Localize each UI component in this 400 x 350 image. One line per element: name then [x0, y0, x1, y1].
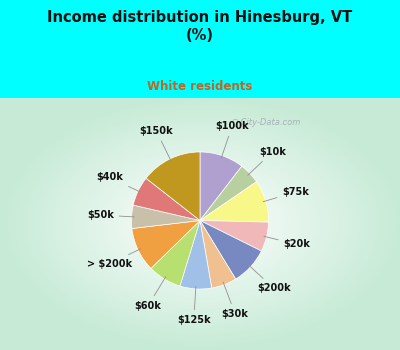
Text: $150k: $150k — [140, 126, 173, 161]
Wedge shape — [200, 182, 268, 222]
Text: Income distribution in Hinesburg, VT
(%): Income distribution in Hinesburg, VT (%) — [47, 10, 353, 43]
Text: $10k: $10k — [248, 147, 286, 175]
Wedge shape — [146, 152, 200, 220]
Wedge shape — [200, 166, 256, 220]
Wedge shape — [200, 220, 268, 251]
Text: ⓘ City-Data.com: ⓘ City-Data.com — [233, 118, 300, 127]
Text: $50k: $50k — [87, 210, 134, 220]
Text: $125k: $125k — [177, 286, 210, 325]
Text: $40k: $40k — [96, 173, 140, 192]
Text: $200k: $200k — [248, 265, 290, 293]
Wedge shape — [200, 220, 236, 288]
Text: $75k: $75k — [263, 187, 309, 202]
Text: $100k: $100k — [216, 121, 249, 158]
Text: $20k: $20k — [264, 236, 310, 250]
Wedge shape — [132, 220, 200, 268]
Text: > $200k: > $200k — [87, 249, 140, 268]
Text: $60k: $60k — [134, 277, 166, 311]
Wedge shape — [133, 178, 200, 220]
Wedge shape — [200, 220, 261, 279]
Text: $30k: $30k — [222, 282, 249, 319]
Wedge shape — [180, 220, 212, 289]
Wedge shape — [151, 220, 200, 286]
Text: White residents: White residents — [147, 80, 253, 93]
Wedge shape — [200, 152, 242, 220]
Wedge shape — [132, 205, 200, 229]
